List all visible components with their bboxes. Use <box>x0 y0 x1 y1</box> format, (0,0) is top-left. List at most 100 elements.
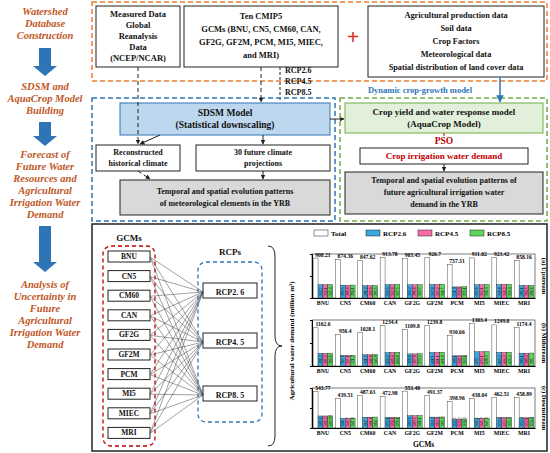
plot-frame <box>312 320 535 366</box>
x-tick: BNU <box>317 428 330 436</box>
pso-label: PSO <box>435 136 453 146</box>
chart: BNUCN5CM60CANGF2GGF2MPCMMI5MIECMRI543.77… <box>310 385 548 449</box>
panel-title: (b) Midstream <box>540 323 548 364</box>
stage-arrow <box>33 48 57 76</box>
gcm-list-box <box>103 246 155 446</box>
bar <box>474 418 479 428</box>
bar <box>323 416 328 428</box>
gcm-item-box <box>108 369 150 380</box>
x-tick: CAN <box>384 366 397 374</box>
data-label: 385.5 <box>324 355 328 364</box>
aquacrop-frame <box>340 98 547 221</box>
data-label: 1303.4 <box>472 317 488 323</box>
bar <box>462 356 467 366</box>
bar <box>492 397 497 428</box>
bar <box>470 399 475 428</box>
bar <box>345 418 350 428</box>
bars <box>313 323 534 366</box>
tick-label: BNU <box>317 300 330 306</box>
data-label: 395 <box>530 358 534 364</box>
x-axis: BNUCN5CM60CANGF2GGF2MPCMMI5MIECMRI <box>313 428 536 436</box>
bar <box>407 285 412 298</box>
tick-label: CM60 <box>360 430 376 436</box>
bar <box>328 416 333 428</box>
bar <box>507 418 512 428</box>
brace <box>268 246 282 446</box>
gcm-item-box <box>108 310 150 321</box>
data-label: 553.48 <box>405 385 421 391</box>
data-label: 288.6 <box>530 287 534 296</box>
bar <box>514 327 519 366</box>
bar <box>390 285 395 298</box>
connector <box>150 292 203 355</box>
x-tick: MRI <box>518 298 531 306</box>
bar <box>514 397 519 428</box>
data-label: 923.42 <box>494 251 510 257</box>
connector <box>150 342 203 414</box>
data-label: 310.4 <box>508 287 512 296</box>
rcp-item-box <box>203 283 257 298</box>
stage-label: Irrigation Water <box>9 197 81 208</box>
data-label: 311.7 <box>441 287 445 296</box>
data-label: 386.2 <box>319 355 323 364</box>
bar <box>340 356 345 366</box>
bar <box>390 418 395 428</box>
bar <box>440 284 445 298</box>
y-axis-title: Agricultural water demand (million m³) <box>288 281 296 401</box>
stage-label: Database <box>24 18 66 29</box>
scenario-connector <box>280 67 281 100</box>
data-label: 164 <box>374 420 378 426</box>
data-label: 433 <box>475 358 479 364</box>
rcp-item: RCP2. 6 <box>216 288 244 297</box>
bar <box>524 418 529 428</box>
data-label: 161.6 <box>369 417 373 426</box>
tick-label: PCM <box>450 430 464 436</box>
connector <box>444 133 445 136</box>
scenario-label: RCP8.5 <box>285 88 311 97</box>
bar <box>368 355 373 366</box>
data-label: 438.04 <box>472 392 488 398</box>
data-label: 874.36 <box>338 253 354 259</box>
bar <box>412 354 417 366</box>
bar <box>407 354 412 366</box>
bar <box>435 284 440 298</box>
data-label: 134.3 <box>463 417 467 426</box>
bar <box>484 418 489 428</box>
database-frame <box>92 2 547 81</box>
data-label: 368.6 <box>408 355 412 364</box>
stage-label: Future <box>29 303 61 314</box>
bar <box>479 352 484 366</box>
tick-label: CM60 <box>360 368 376 374</box>
y-tick <box>310 366 312 367</box>
uncertainty-frame <box>92 224 547 451</box>
bar <box>368 286 373 298</box>
data-label: 926.7 <box>428 251 441 257</box>
historical-box <box>96 145 180 171</box>
data-label: 858.16 <box>516 254 532 260</box>
bar <box>345 356 350 366</box>
stage-label: Building <box>25 105 64 116</box>
data-label: 251.3 <box>453 287 457 296</box>
dynamic-label: Dynamic crop-growth model <box>368 85 473 95</box>
x-axis-title: GCMs <box>413 440 434 449</box>
data-label: 462.51 <box>494 391 510 397</box>
bar <box>395 352 400 366</box>
x-tick: GF2G <box>405 366 421 374</box>
tick-label: MIEC <box>494 300 510 306</box>
data-label: 153.3 <box>503 417 507 426</box>
tick-label: BNU <box>317 430 330 436</box>
bar <box>380 396 385 428</box>
y-tick <box>310 428 312 429</box>
data-label: 1162.6 <box>315 321 330 327</box>
x-tick: BNU <box>317 366 330 374</box>
tick-label: MRI <box>518 300 531 306</box>
data-label: 398.96 <box>449 395 465 401</box>
bar <box>395 284 400 298</box>
label: Measured Data <box>110 9 167 19</box>
tick-label: PCM <box>450 368 464 374</box>
connector <box>150 395 203 414</box>
bar <box>363 417 368 428</box>
data-label: 165.3 <box>441 417 445 426</box>
gcm-item: GF2M <box>118 350 139 359</box>
x-tick: PCM <box>450 366 464 374</box>
